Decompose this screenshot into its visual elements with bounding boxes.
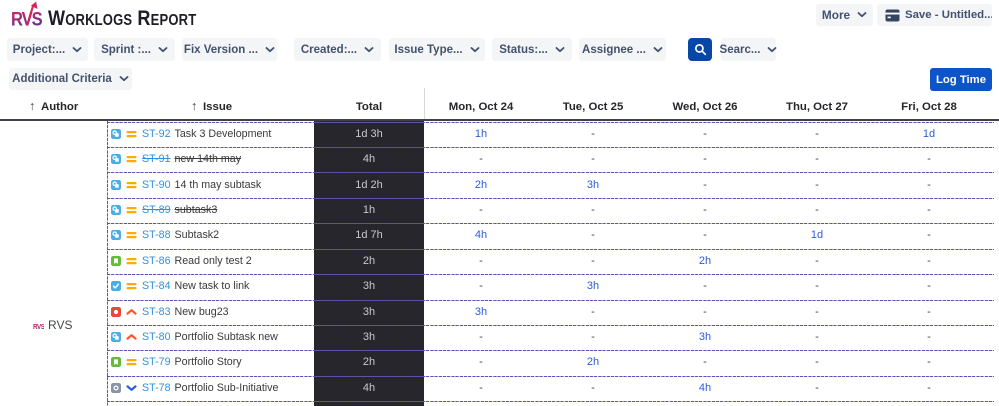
svg-text:RVS: RVS	[11, 8, 43, 28]
svg-text:RVS: RVS	[33, 323, 44, 330]
